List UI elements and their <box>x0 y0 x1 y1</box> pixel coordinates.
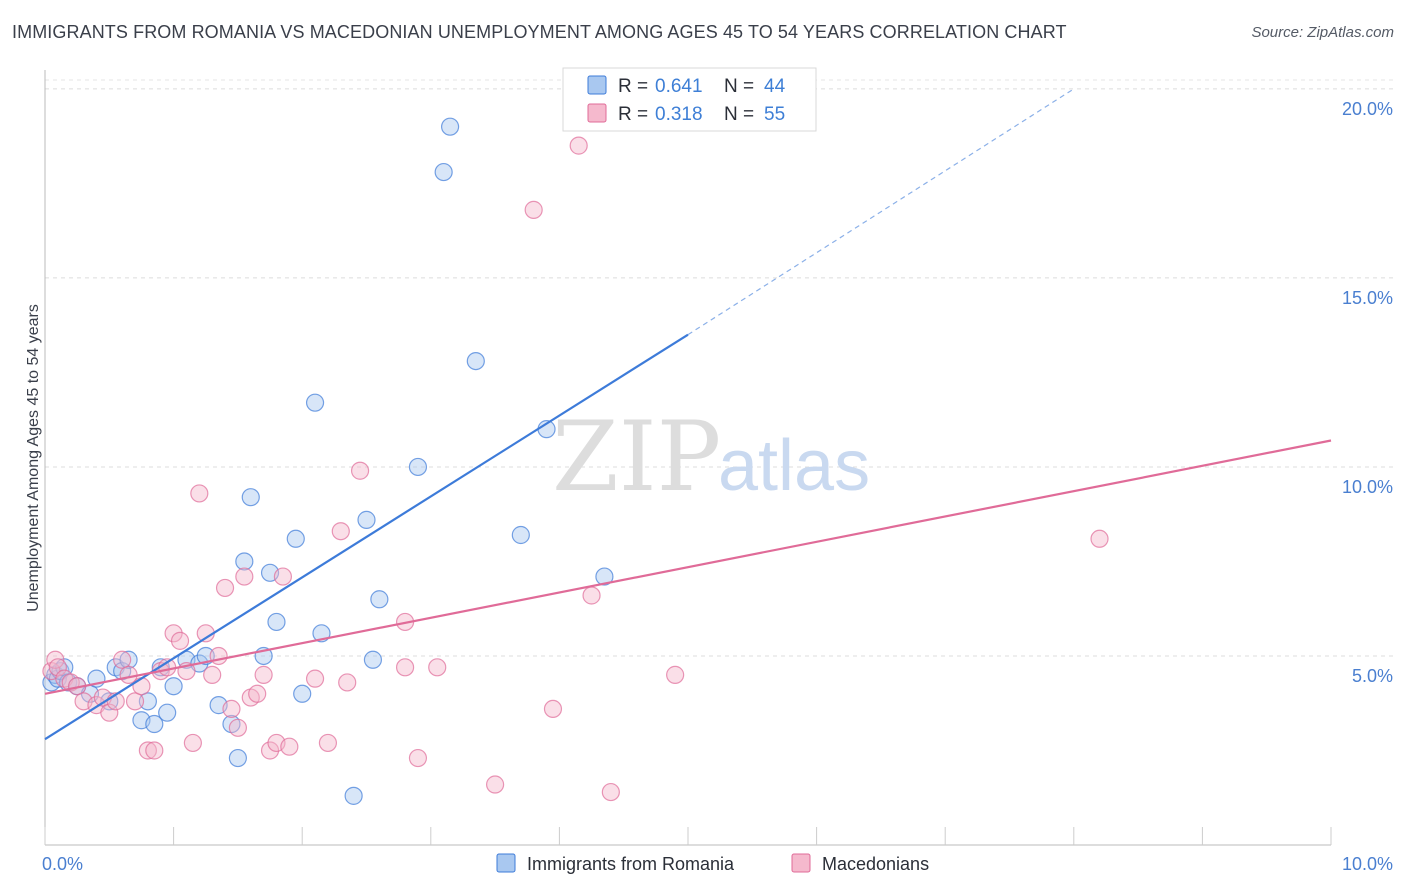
legend-n-value-2: 55 <box>764 104 785 125</box>
point-romania-44 <box>595 567 614 586</box>
y-tick-label-1: 10.0% <box>1342 477 1393 497</box>
point-romania-32 <box>305 393 325 412</box>
chart-title: IMMIGRANTS FROM ROMANIA VS MACEDONIAN UN… <box>12 22 1067 42</box>
point-romania-23 <box>228 748 247 768</box>
point-macedonians-44 <box>408 748 428 768</box>
point-macedonians-26 <box>209 646 228 666</box>
watermark-zip: ZIP <box>552 401 721 513</box>
point-macedonians-51 <box>601 782 620 802</box>
point-macedonians-39 <box>318 733 338 753</box>
point-macedonians-38 <box>305 669 325 688</box>
trend-line-romania <box>44 333 689 741</box>
bottom-legend-swatch-macedonians <box>791 853 811 873</box>
x-tick-label-0: 0.0% <box>42 854 83 874</box>
point-macedonians-46 <box>486 775 505 794</box>
point-macedonians-47 <box>524 200 543 219</box>
point-romania-36 <box>363 650 383 669</box>
y-tick-labels: 5.0% 10.0% 15.0% 20.0% <box>1342 99 1393 686</box>
point-macedonians-52 <box>666 665 685 684</box>
point-macedonians-16 <box>145 741 164 760</box>
point-macedonians-50 <box>582 586 601 605</box>
point-romania-39 <box>434 162 453 182</box>
point-macedonians-49 <box>569 136 588 155</box>
point-macedonians-34 <box>260 741 280 760</box>
point-romania-35 <box>357 510 376 529</box>
point-romania-38 <box>408 457 428 477</box>
point-romania-26 <box>235 552 254 571</box>
legend-r-value-2: 0.318 <box>655 104 703 125</box>
point-macedonians-2 <box>48 658 67 677</box>
point-macedonians-29 <box>228 718 247 737</box>
y-tick-label-0: 5.0% <box>1352 666 1393 686</box>
point-romania-37 <box>370 590 389 609</box>
axes <box>44 70 1332 846</box>
point-macedonians-19 <box>164 624 183 643</box>
point-romania-41 <box>466 351 485 371</box>
point-macedonians-33 <box>254 665 273 684</box>
point-macedonians-54 <box>395 658 415 677</box>
point-romania-40 <box>440 117 460 136</box>
point-macedonians-42 <box>350 461 370 480</box>
point-macedonians-20 <box>170 631 190 650</box>
point-romania-14 <box>138 692 157 711</box>
top-legend: R = 0.641 N = 44 R = 0.318 N = 55 <box>562 67 817 132</box>
bottom-legend-label-romania: Immigrants from Romania <box>527 854 735 874</box>
point-romania-42 <box>511 525 530 545</box>
x-tick-labels: 0.0% 10.0% <box>42 854 1393 874</box>
bottom-legend: Immigrants from Romania Macedonians <box>496 853 929 874</box>
legend-r-value-1: 0.641 <box>655 76 703 97</box>
point-macedonians-28 <box>222 699 241 719</box>
point-romania-25 <box>241 488 260 507</box>
point-macedonians-22 <box>183 733 202 753</box>
point-macedonians-48 <box>543 699 563 719</box>
point-romania-12 <box>119 650 138 669</box>
watermark-atlas: atlas <box>718 426 870 506</box>
point-macedonians-36 <box>273 567 293 586</box>
point-macedonians-9 <box>100 703 119 722</box>
point-macedonians-45 <box>428 658 447 677</box>
point-macedonians-37 <box>280 737 299 756</box>
legend-r-label-1: R = <box>618 76 648 97</box>
point-macedonians-11 <box>113 650 132 669</box>
x-tick-label-1: 10.0% <box>1342 854 1393 874</box>
point-macedonians-15 <box>138 741 157 760</box>
point-macedonians-32 <box>248 684 267 703</box>
point-macedonians-30 <box>235 567 254 586</box>
point-macedonians-53 <box>1090 529 1109 548</box>
point-romania-31 <box>293 684 312 703</box>
point-romania-34 <box>344 786 363 805</box>
legend-n-label-2: N = <box>724 104 754 125</box>
series-macedonians-points <box>42 136 1109 802</box>
point-romania-18 <box>164 677 183 696</box>
point-romania-29 <box>267 612 286 632</box>
y-axis-label: Unemployment Among Ages 45 to 54 years <box>25 304 42 612</box>
point-macedonians-13 <box>125 692 145 711</box>
y-tick-label-2: 15.0% <box>1342 288 1393 308</box>
trend-line-romania-extension <box>687 88 1075 336</box>
legend-n-label-1: N = <box>724 76 754 97</box>
bottom-legend-swatch-romania <box>496 853 516 873</box>
point-romania-15 <box>145 714 164 734</box>
legend-n-value-1: 44 <box>764 76 786 97</box>
source-label: Source: ZipAtlas.com <box>1251 24 1394 41</box>
point-macedonians-14 <box>132 677 151 696</box>
point-macedonians-23 <box>190 484 209 503</box>
point-romania-17 <box>158 703 177 722</box>
point-macedonians-40 <box>331 522 350 541</box>
point-macedonians-25 <box>203 665 222 684</box>
legend-swatch-romania <box>587 75 607 95</box>
point-macedonians-41 <box>338 673 357 692</box>
trend-lines <box>44 88 1332 741</box>
legend-r-label-2: R = <box>618 104 648 125</box>
point-macedonians-27 <box>215 578 235 598</box>
trend-line-macedonians <box>44 439 1332 695</box>
y-tick-label-3: 20.0% <box>1342 99 1393 119</box>
bottom-legend-label-macedonians: Macedonians <box>822 854 929 874</box>
legend-swatch-macedonians <box>587 103 607 123</box>
point-romania-30 <box>286 529 305 548</box>
